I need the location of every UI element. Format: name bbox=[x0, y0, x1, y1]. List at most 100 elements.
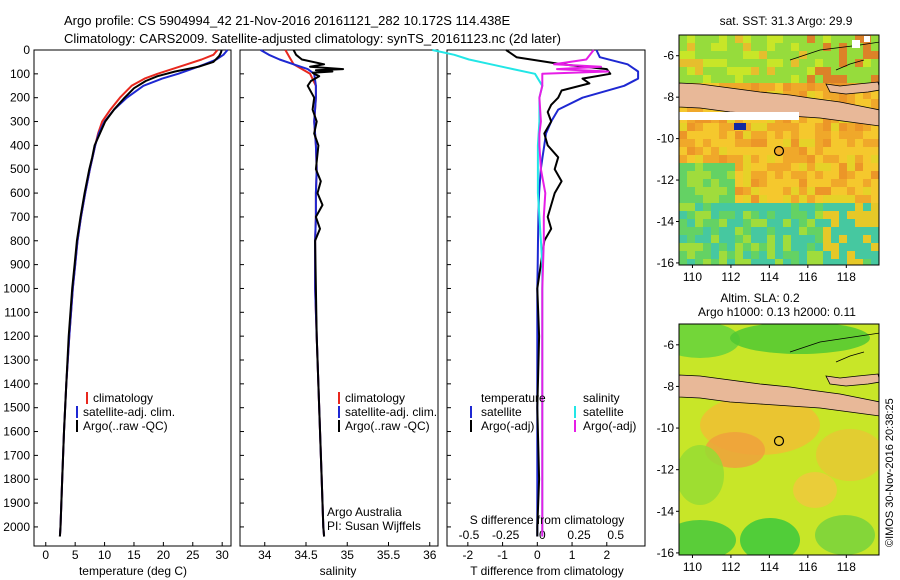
sst-cell bbox=[727, 35, 735, 43]
sst-cell bbox=[839, 251, 847, 259]
sst-cell bbox=[679, 187, 687, 195]
sst-cell bbox=[799, 83, 807, 91]
sst-cell bbox=[703, 211, 711, 219]
sst-cell bbox=[807, 155, 815, 163]
sst-cell bbox=[695, 147, 703, 155]
sst-cell bbox=[839, 131, 847, 139]
sst-cell bbox=[695, 67, 703, 75]
sst-cell bbox=[815, 163, 823, 171]
sst-cell bbox=[847, 187, 855, 195]
sst-cell bbox=[831, 203, 839, 211]
sst-cell bbox=[871, 59, 879, 67]
sst-cell bbox=[815, 123, 823, 131]
sst-cell bbox=[695, 211, 703, 219]
s-tick-label: 0.5 bbox=[607, 528, 624, 542]
sst-cell bbox=[727, 131, 735, 139]
sst-cell bbox=[759, 123, 767, 131]
sst-cell bbox=[679, 51, 687, 59]
map-x-tick-label: 114 bbox=[760, 270, 779, 284]
sst-cell bbox=[855, 91, 863, 99]
sst-cell bbox=[695, 163, 703, 171]
series-line-satellite bbox=[536, 49, 640, 537]
sst-cell bbox=[775, 179, 783, 187]
x-tick-label: 34.5 bbox=[294, 548, 318, 562]
sst-cell bbox=[703, 235, 711, 243]
sst-cell bbox=[727, 195, 735, 203]
map-x-tick-label: 116 bbox=[798, 270, 817, 284]
sst-cell bbox=[679, 219, 687, 227]
sst-cell bbox=[751, 123, 759, 131]
sst-cell bbox=[799, 51, 807, 59]
sst-cell bbox=[735, 243, 743, 251]
sst-cell bbox=[679, 67, 687, 75]
sst-cell bbox=[783, 147, 791, 155]
annotation-line-1: Argo Australia bbox=[327, 505, 402, 519]
sst-map-axes: 110 112 114 116 118 -6 -8 -10 -12 -14 -16 bbox=[657, 49, 857, 284]
sst-cell bbox=[759, 179, 767, 187]
y-tick-label: 500 bbox=[10, 162, 30, 176]
temperature-legend: climatology satellite-adj. clim. Argo(..… bbox=[76, 391, 175, 433]
sst-cell bbox=[751, 227, 759, 235]
sst-cell bbox=[847, 131, 855, 139]
sst-cell bbox=[847, 211, 855, 219]
sst-cell bbox=[711, 203, 719, 211]
sst-cell bbox=[863, 139, 871, 147]
sla-blobs bbox=[679, 324, 879, 555]
sst-cell bbox=[727, 75, 735, 83]
sst-cell bbox=[743, 171, 751, 179]
temperature-panel bbox=[33, 49, 232, 547]
sst-cell bbox=[863, 67, 871, 75]
sst-cell bbox=[711, 107, 719, 115]
sst-cell bbox=[735, 203, 743, 211]
sst-cell bbox=[679, 107, 687, 115]
sst-cell bbox=[815, 131, 823, 139]
sst-cell bbox=[847, 123, 855, 131]
sst-cell bbox=[823, 219, 831, 227]
bali-coastline bbox=[825, 81, 879, 95]
map-y-tick-label: -6 bbox=[663, 49, 674, 63]
sst-cell bbox=[831, 235, 839, 243]
sst-cell bbox=[839, 163, 847, 171]
sst-cell bbox=[767, 243, 775, 251]
sst-cell bbox=[743, 211, 751, 219]
sst-cell bbox=[831, 155, 839, 163]
sst-cell bbox=[751, 203, 759, 211]
sla-map-title-2: Argo h1000: 0.13 h2000: 0.11 bbox=[698, 305, 856, 319]
sst-cell bbox=[863, 51, 871, 59]
sst-cell bbox=[695, 203, 703, 211]
sst-cell bbox=[687, 131, 695, 139]
legend-label-climatology: climatology bbox=[93, 391, 153, 405]
sst-cell bbox=[711, 243, 719, 251]
sst-cell bbox=[687, 243, 695, 251]
sst-cell bbox=[695, 243, 703, 251]
sst-cell bbox=[855, 139, 863, 147]
java-coastline bbox=[679, 374, 879, 417]
sst-cell bbox=[743, 139, 751, 147]
sst-cells bbox=[679, 35, 879, 265]
y-tick-label: 2000 bbox=[3, 520, 30, 534]
sst-cell bbox=[847, 139, 855, 147]
sst-cell bbox=[783, 155, 791, 163]
sst-cell bbox=[823, 51, 831, 59]
sst-cell bbox=[839, 219, 847, 227]
sst-cell bbox=[759, 67, 767, 75]
sst-cell bbox=[751, 139, 759, 147]
sst-cell bbox=[743, 51, 751, 59]
sst-cell bbox=[743, 59, 751, 67]
sst-cell bbox=[695, 251, 703, 259]
y-tick-label: 1700 bbox=[3, 448, 30, 462]
sst-cell bbox=[815, 171, 823, 179]
sst-cell bbox=[871, 51, 879, 59]
sst-cell bbox=[727, 163, 735, 171]
sst-cell bbox=[815, 147, 823, 155]
sst-cell bbox=[863, 195, 871, 203]
sst-cell bbox=[823, 75, 831, 83]
sst-cell bbox=[823, 43, 831, 51]
y-tick-label: 800 bbox=[10, 234, 30, 248]
sst-cell bbox=[743, 131, 751, 139]
sst-cell bbox=[871, 67, 879, 75]
sst-cell bbox=[807, 123, 815, 131]
sst-cell bbox=[775, 203, 783, 211]
sst-cell bbox=[839, 75, 847, 83]
